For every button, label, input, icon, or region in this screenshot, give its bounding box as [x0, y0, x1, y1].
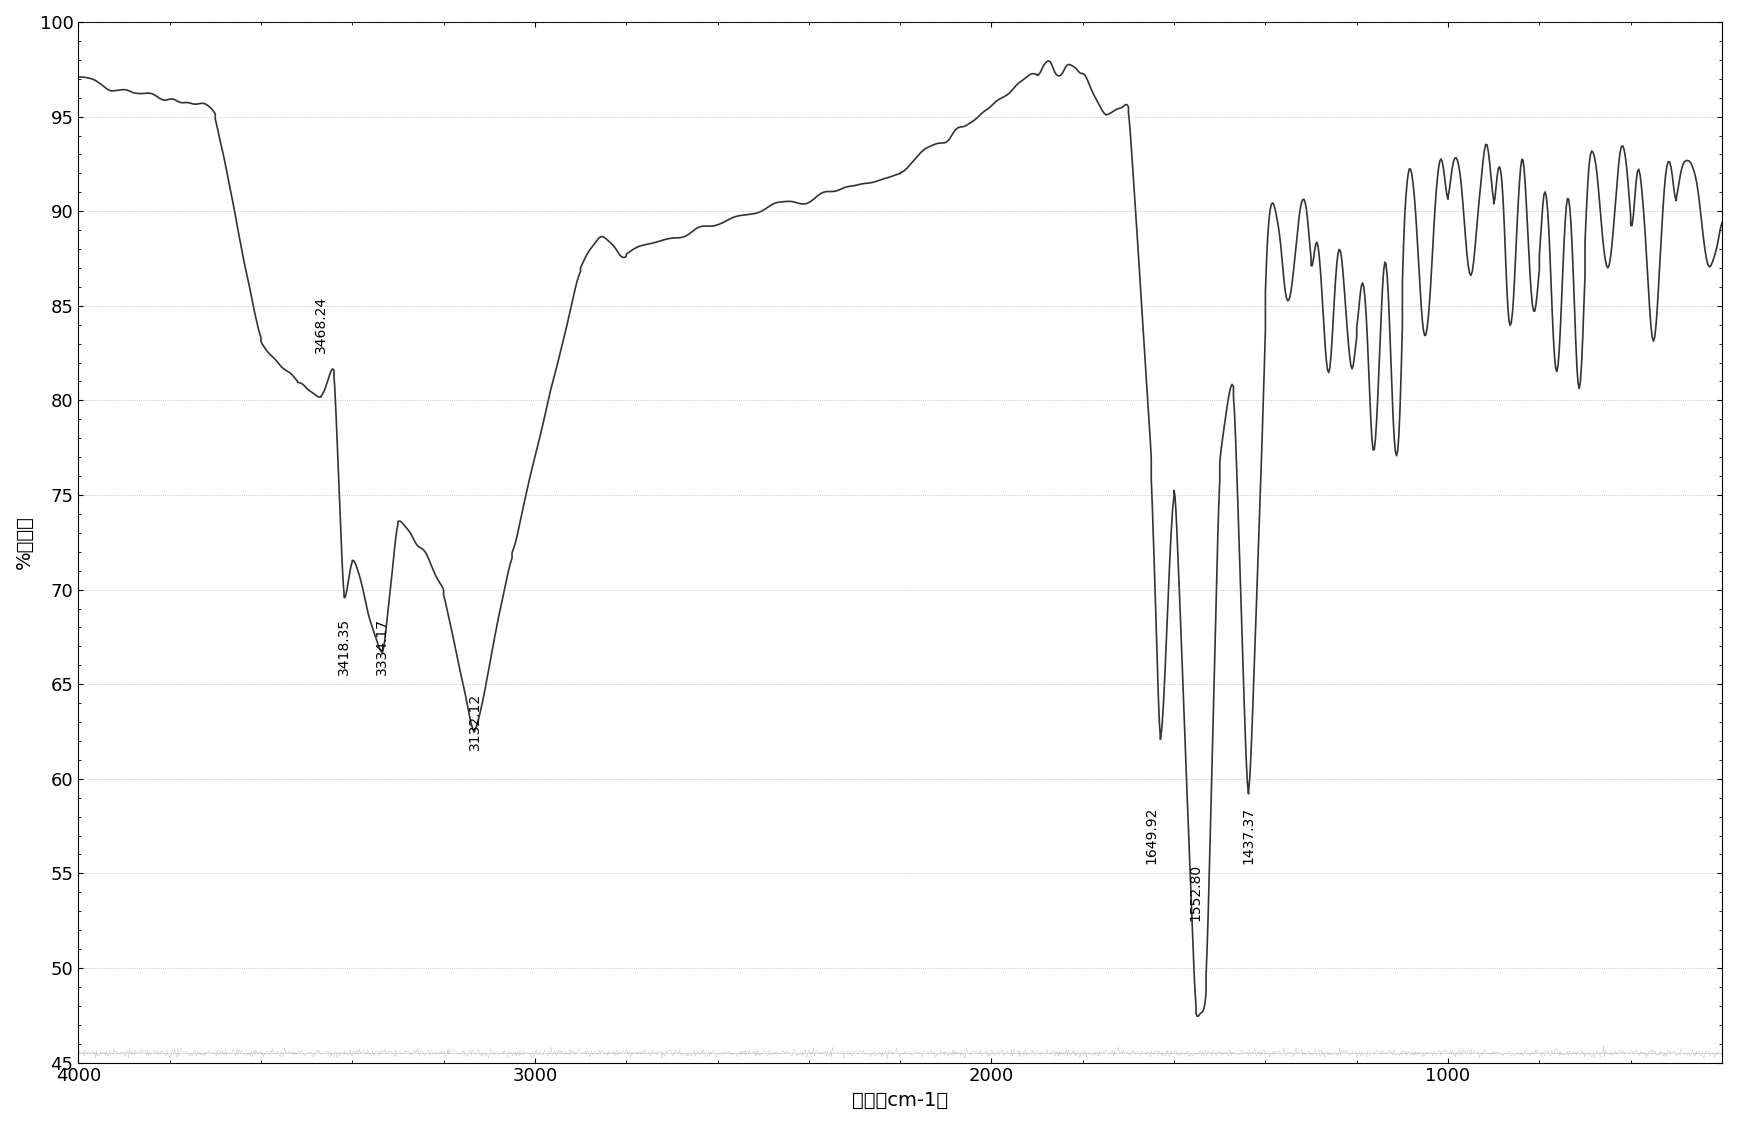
Text: 3468.24: 3468.24 [314, 296, 328, 353]
Text: 1649.92: 1649.92 [1145, 807, 1159, 864]
Text: 1437.37: 1437.37 [1242, 807, 1256, 864]
Text: 3132.12: 3132.12 [467, 693, 481, 750]
Text: 1552.80: 1552.80 [1188, 864, 1202, 920]
Text: 3334.17: 3334.17 [375, 618, 389, 675]
Y-axis label: %透光率: %透光率 [16, 515, 35, 569]
X-axis label: 波长（cm-1）: 波长（cm-1） [853, 1091, 948, 1110]
Text: 3418.35: 3418.35 [337, 618, 351, 675]
